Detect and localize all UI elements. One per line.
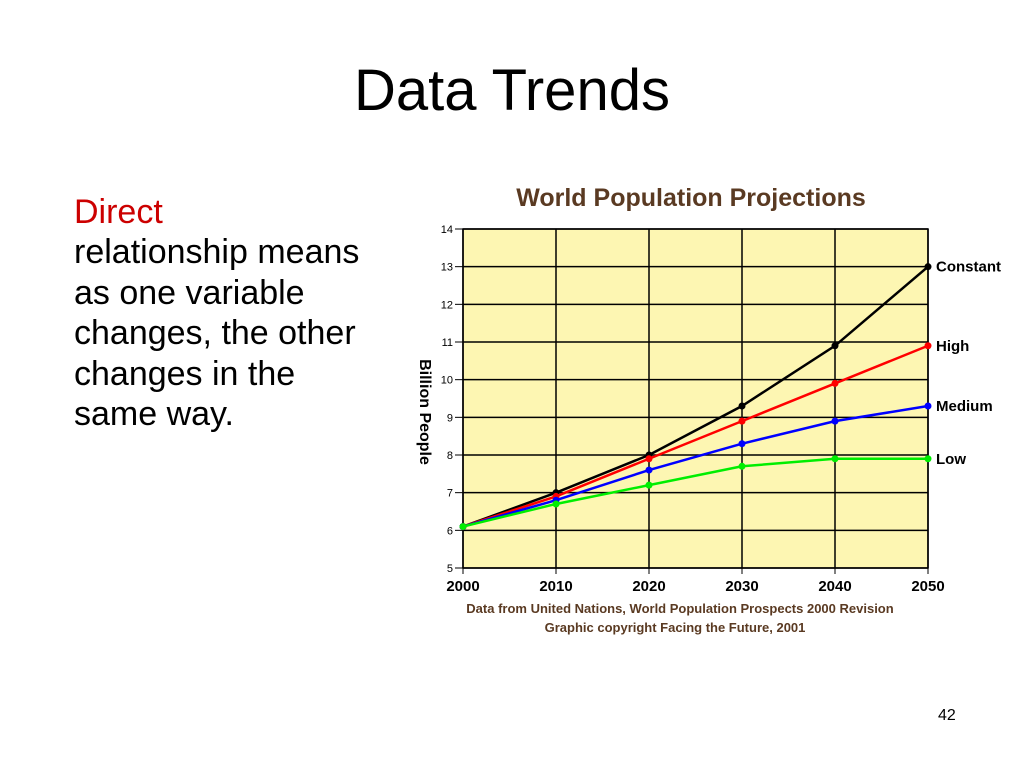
y-tick-labels: 5 6 7 8 9 10 11 12 13 14 bbox=[441, 224, 453, 575]
data-point bbox=[924, 402, 932, 410]
data-point bbox=[738, 462, 746, 470]
grid bbox=[455, 228, 929, 574]
source-note: Data from United Nations, World Populati… bbox=[466, 601, 893, 616]
x-tick-label: 2030 bbox=[725, 578, 758, 595]
series-line bbox=[462, 457, 928, 528]
x-tick-label: 2000 bbox=[446, 578, 479, 595]
series-label: Low bbox=[936, 451, 966, 468]
series-line bbox=[462, 404, 929, 528]
series-labels: Constant High Medium Low bbox=[936, 259, 1001, 468]
plot-area bbox=[462, 228, 929, 569]
data-point bbox=[738, 402, 746, 410]
page-number: 42 bbox=[938, 707, 956, 724]
y-tick-label: 7 bbox=[447, 488, 453, 500]
population-chart: World Population Projections Billion Peo… bbox=[416, 184, 1001, 635]
y-tick-label: 12 bbox=[441, 299, 453, 311]
series-label: Medium bbox=[936, 398, 993, 415]
y-tick-label: 5 bbox=[447, 563, 453, 575]
x-tick-label: 2050 bbox=[911, 578, 944, 595]
x-tick-label: 2010 bbox=[539, 578, 572, 595]
series-label: Constant bbox=[936, 259, 1001, 276]
copyright-note: Graphic copyright Facing the Future, 200… bbox=[545, 620, 806, 635]
y-tick-label: 8 bbox=[447, 450, 453, 462]
y-tick-label: 6 bbox=[447, 525, 453, 537]
chart-title: World Population Projections bbox=[516, 184, 866, 212]
x-tick-label: 2040 bbox=[818, 578, 851, 595]
data-point bbox=[738, 440, 746, 448]
slide-title: Data Trends bbox=[354, 58, 670, 123]
data-point bbox=[831, 417, 839, 425]
y-tick-label: 10 bbox=[441, 375, 453, 387]
y-tick-label: 14 bbox=[441, 224, 453, 236]
y-axis-label: Billion People bbox=[416, 359, 433, 465]
y-tick-label: 13 bbox=[441, 262, 453, 274]
series-label: High bbox=[936, 338, 969, 355]
data-point bbox=[831, 342, 839, 350]
body-text: Direct relationship means as one variable… bbox=[74, 192, 374, 435]
data-point bbox=[831, 455, 839, 463]
data-point bbox=[459, 523, 467, 531]
data-point bbox=[924, 263, 932, 271]
data-point bbox=[738, 417, 746, 425]
data-point bbox=[645, 481, 653, 489]
x-tick-label: 2020 bbox=[632, 578, 665, 595]
highlight-word: Direct bbox=[74, 193, 163, 231]
series-line bbox=[462, 344, 929, 528]
x-tick-labels: 2000 2010 2020 2030 2040 2050 bbox=[446, 578, 944, 595]
data-point bbox=[924, 455, 932, 463]
data-point bbox=[831, 379, 839, 387]
data-point bbox=[552, 500, 560, 508]
series-group bbox=[459, 263, 932, 531]
y-tick-label: 11 bbox=[442, 337, 453, 349]
series-line bbox=[462, 265, 929, 528]
data-point bbox=[924, 342, 932, 350]
data-point bbox=[645, 455, 653, 463]
y-tick-label: 9 bbox=[447, 412, 453, 424]
body-text-rest: relationship means as one variable chang… bbox=[74, 233, 360, 434]
data-point bbox=[645, 466, 653, 474]
